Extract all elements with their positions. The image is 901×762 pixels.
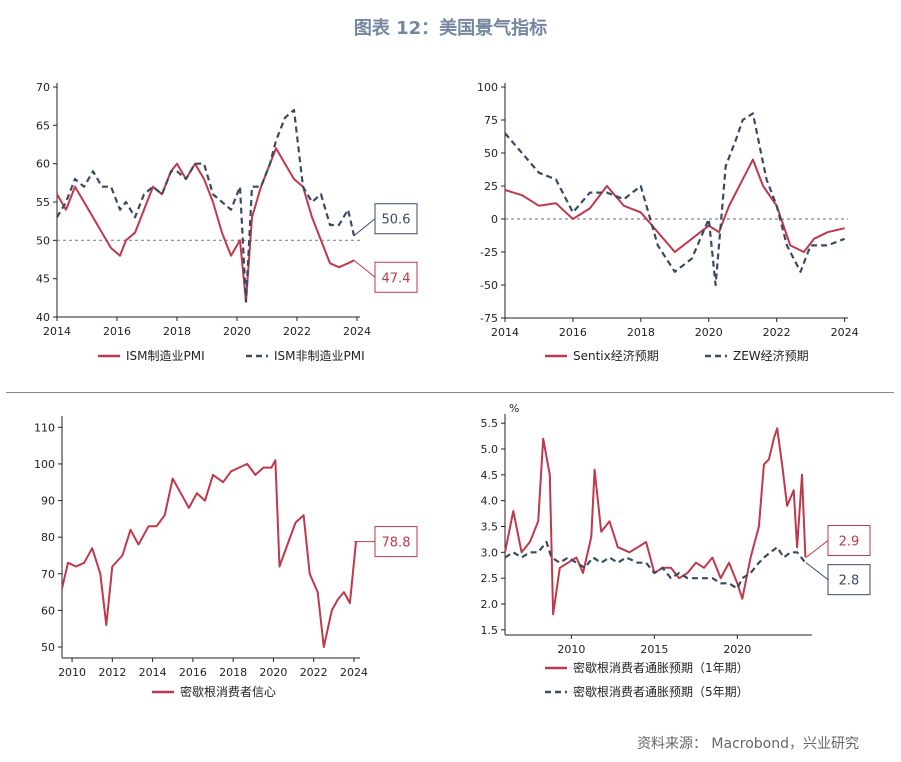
series-line-1 xyxy=(504,158,845,253)
y-axis-unit: % xyxy=(509,402,519,415)
x-tick-label: 2012 xyxy=(98,666,126,679)
legend-label: ISM制造业PMI xyxy=(126,349,205,363)
legend-label: ISM非制造业PMI xyxy=(274,349,365,363)
x-tick-label: 2016 xyxy=(179,666,207,679)
legend: ISM制造业PMI ISM非制造业PMI xyxy=(98,349,365,363)
y-tick-label: -50 xyxy=(480,279,498,292)
chart-sentix: -75 -50 -25 0 25 50 75 100 2014 2016 2018 2020 2022 2… xyxy=(477,81,859,363)
figure-title: 图表 12：美国景气指标 xyxy=(353,18,548,39)
callout-box xyxy=(374,203,418,235)
x-tick-label: 2022 xyxy=(283,325,311,338)
y-tick-label: 100 xyxy=(477,81,498,94)
x-tick-label: 2015 xyxy=(640,643,668,656)
x-tick-label: 2020 xyxy=(695,326,723,339)
y-tick-label: 90 xyxy=(41,495,55,508)
x-tick-label: 2020 xyxy=(723,643,751,656)
x-tick-label: 2010 xyxy=(58,666,86,679)
y-tick-label: 100 xyxy=(34,458,55,471)
y-tick-label: 4.5 xyxy=(481,469,499,482)
y-tick-label: 4.0 xyxy=(481,495,499,508)
y-tick-label: -75 xyxy=(480,312,498,325)
callout-value: 47.4 xyxy=(382,271,411,286)
series-line-1 xyxy=(61,459,357,648)
legend-label: 密歇根消费者通胀预期（1年期） xyxy=(573,660,749,675)
callout-value: 78.8 xyxy=(382,536,411,551)
source-note: 资料来源： Macrobond，兴业研究 xyxy=(636,736,859,752)
callout-leader xyxy=(353,259,376,278)
y-tick-label: 5.5 xyxy=(481,417,499,430)
x-tick-label: 2014 xyxy=(43,325,71,338)
y-tick-label: 1.5 xyxy=(481,624,499,637)
y-tick-label: -25 xyxy=(480,246,498,259)
y-tick-label: 40 xyxy=(36,311,50,324)
callout-box xyxy=(827,564,871,596)
legend-label: 密歇根消费者通胀预期（5年期） xyxy=(573,684,749,699)
x-tick-label: 2022 xyxy=(300,666,328,679)
x-tick-label: 2018 xyxy=(163,325,191,338)
callout-value: 2.9 xyxy=(839,535,860,550)
callout-value: 50.6 xyxy=(382,213,411,228)
y-tick-label: 110 xyxy=(34,421,55,434)
y-tick-label: 65 xyxy=(36,119,50,132)
y-tick-label: 50 xyxy=(36,234,50,247)
y-tick-label: 60 xyxy=(36,158,50,171)
legend-label: ZEW经济预期 xyxy=(733,348,809,363)
callout-leader xyxy=(805,540,829,558)
legend-label: 密歇根消费者信心 xyxy=(180,684,276,699)
y-tick-label: 70 xyxy=(41,568,55,581)
y-tick-label: 5.0 xyxy=(481,443,499,456)
legend: Sentix经济预期 ZEW经济预期 xyxy=(545,348,809,363)
y-tick-label: 50 xyxy=(41,641,55,654)
x-tick-label: 2010 xyxy=(557,643,585,656)
x-tick-label: 2024 xyxy=(831,326,859,339)
x-tick-label: 2014 xyxy=(139,666,167,679)
series-line-2 xyxy=(504,540,807,590)
y-tick-label: 0 xyxy=(491,213,498,226)
callout-box xyxy=(827,525,871,556)
chart-inflexp: 1.5 2.0 2.5 3.0 3.5 4.0 4.5 5.0 5.5 2010 2015 2020%… xyxy=(481,402,871,699)
y-tick-label: 45 xyxy=(36,273,50,286)
y-tick-label: 3.0 xyxy=(481,546,499,559)
callout-box xyxy=(374,261,418,293)
y-tick-label: 25 xyxy=(484,180,498,193)
x-tick-label: 2018 xyxy=(219,666,247,679)
x-tick-label: 2022 xyxy=(763,326,791,339)
x-tick-label: 2016 xyxy=(103,325,131,338)
series-line-2 xyxy=(504,112,845,287)
y-tick-label: 70 xyxy=(36,81,50,94)
x-tick-label: 2024 xyxy=(343,325,371,338)
x-tick-label: 2024 xyxy=(340,666,368,679)
y-tick-label: 80 xyxy=(41,531,55,544)
series-line-2 xyxy=(56,108,356,303)
legend-label: Sentix经济预期 xyxy=(573,348,659,363)
chart-ism: 40 45 50 55 60 65 70 2014 2016 2018 2020 2022 2024 50… xyxy=(36,81,418,363)
panel-divider xyxy=(6,392,894,393)
y-tick-label: 75 xyxy=(484,114,498,127)
series-line-1 xyxy=(56,147,355,303)
x-tick-label: 2020 xyxy=(259,666,287,679)
legend: 密歇根消费者通胀预期（1年期） 密歇根消费者通胀预期（5年期） xyxy=(545,660,749,699)
y-tick-label: 50 xyxy=(484,147,498,160)
y-tick-label: 55 xyxy=(36,196,50,209)
chart-michigan: 50 60 70 80 90 100 110 2010 2012 2014 2016 2018 2020… xyxy=(34,416,418,699)
y-tick-label: 60 xyxy=(41,604,55,617)
x-tick-label: 2016 xyxy=(559,326,587,339)
callout-box xyxy=(374,526,418,558)
callout-leader xyxy=(805,562,829,581)
callout-value: 2.8 xyxy=(839,574,860,589)
callout-leader xyxy=(353,218,376,237)
x-tick-label: 2018 xyxy=(627,326,655,339)
y-tick-label: 2.0 xyxy=(481,598,499,611)
y-tick-label: 3.5 xyxy=(481,521,499,534)
x-tick-label: 2020 xyxy=(223,325,251,338)
x-tick-label: 2014 xyxy=(491,326,519,339)
legend: 密歇根消费者信心 xyxy=(152,684,276,699)
series-line-1 xyxy=(504,427,807,616)
y-tick-label: 2.5 xyxy=(481,572,499,585)
